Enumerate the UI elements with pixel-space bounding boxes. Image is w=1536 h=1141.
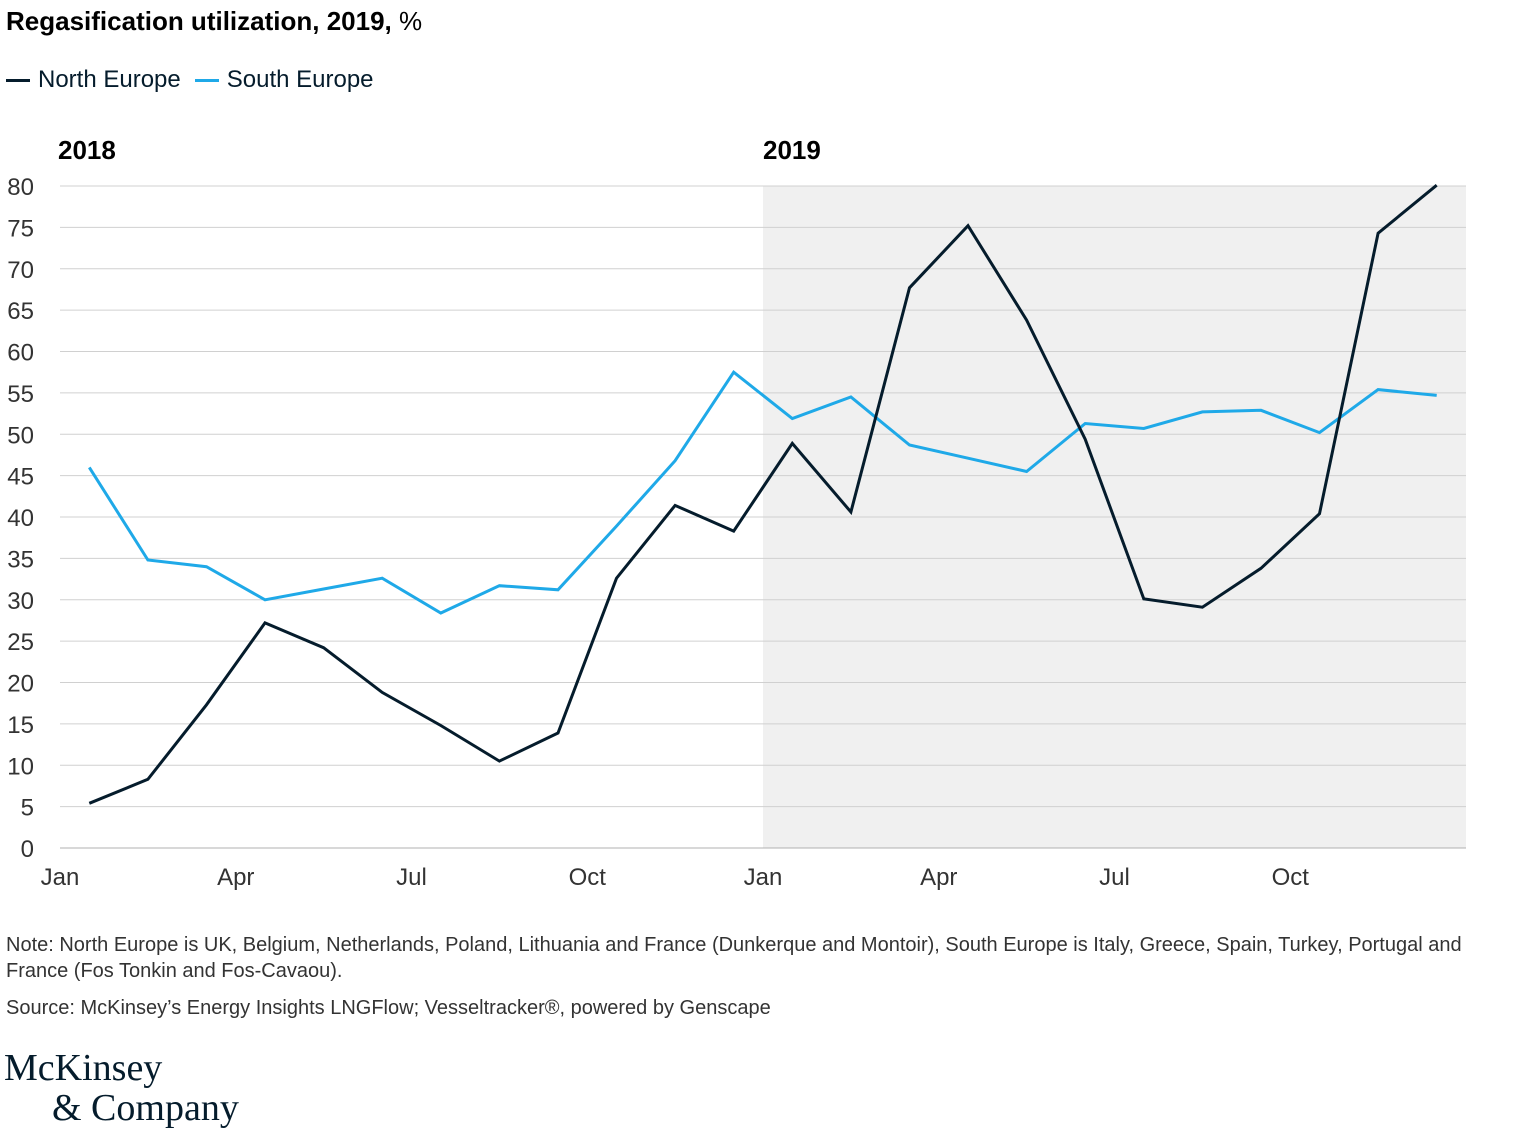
logo-line-2: & Company bbox=[52, 1087, 239, 1129]
legend-item-south-europe: South Europe bbox=[194, 66, 374, 94]
x-tick-label: Oct bbox=[569, 864, 607, 891]
y-tick-label: 50 bbox=[7, 422, 34, 449]
y-tick-label: 35 bbox=[7, 546, 34, 573]
x-tick-label: Oct bbox=[1272, 864, 1310, 891]
y-tick-label: 75 bbox=[7, 215, 34, 242]
y-tick-label: 20 bbox=[7, 671, 34, 698]
chart-title-unit: % bbox=[391, 6, 423, 36]
x-tick-label: Jul bbox=[396, 864, 427, 891]
legend-swatch-north-europe bbox=[6, 78, 30, 82]
y-tick-label: 15 bbox=[7, 712, 34, 739]
series-line-south-europe bbox=[88, 370, 1437, 615]
y-tick-label: 70 bbox=[7, 257, 34, 284]
legend-item-north-europe: North Europe bbox=[6, 66, 181, 94]
footnote: Note: North Europe is UK, Belgium, Nethe… bbox=[6, 934, 1462, 982]
x-tick-label: Jan bbox=[41, 864, 80, 891]
y-tick-label: 25 bbox=[7, 629, 34, 656]
y-tick-label: 55 bbox=[7, 381, 34, 408]
x-tick-label: Apr bbox=[217, 864, 254, 891]
chart-title: Regasification utilization, 2019, % bbox=[6, 6, 422, 37]
y-tick-label: 60 bbox=[7, 340, 34, 367]
y-tick-label: 45 bbox=[7, 464, 34, 491]
x-tick-label: Jul bbox=[1099, 864, 1130, 891]
y-tick-label: 80 bbox=[7, 174, 34, 201]
series-line-north-europe bbox=[88, 184, 1438, 805]
legend-swatch-south-europe bbox=[194, 78, 219, 82]
source-note: Source: McKinsey’s Energy Insights LNGFl… bbox=[6, 997, 771, 1019]
y-tick-label: 5 bbox=[21, 795, 34, 822]
y-tick-label: 65 bbox=[7, 298, 34, 325]
logo-line-1: McKinsey bbox=[4, 1047, 163, 1089]
chart-title-main: Regasification utilization, 2019, bbox=[6, 6, 392, 36]
y-tick-label: 40 bbox=[7, 505, 34, 532]
x-tick-label: Apr bbox=[920, 864, 957, 891]
y-tick-label: 10 bbox=[7, 753, 34, 780]
x-tick-label: Jan bbox=[744, 864, 783, 891]
period-label-2019: 2019 bbox=[763, 135, 821, 165]
mckinsey-logo: McKinsey & Company bbox=[4, 1048, 239, 1128]
y-tick-label: 30 bbox=[7, 588, 34, 615]
legend-label-north-europe: North Europe bbox=[38, 66, 181, 93]
period-label-2018: 2018 bbox=[58, 135, 116, 165]
y-tick-label: 0 bbox=[21, 836, 34, 863]
line-chart: 0 5 10 15 20 25 30 35 40 45 50 55 60 65 70 75 80 Jan Apr Ju… bbox=[7, 135, 1466, 891]
legend-label-south-europe: South Europe bbox=[226, 66, 374, 93]
legend: North Europe South Europe bbox=[6, 66, 388, 94]
